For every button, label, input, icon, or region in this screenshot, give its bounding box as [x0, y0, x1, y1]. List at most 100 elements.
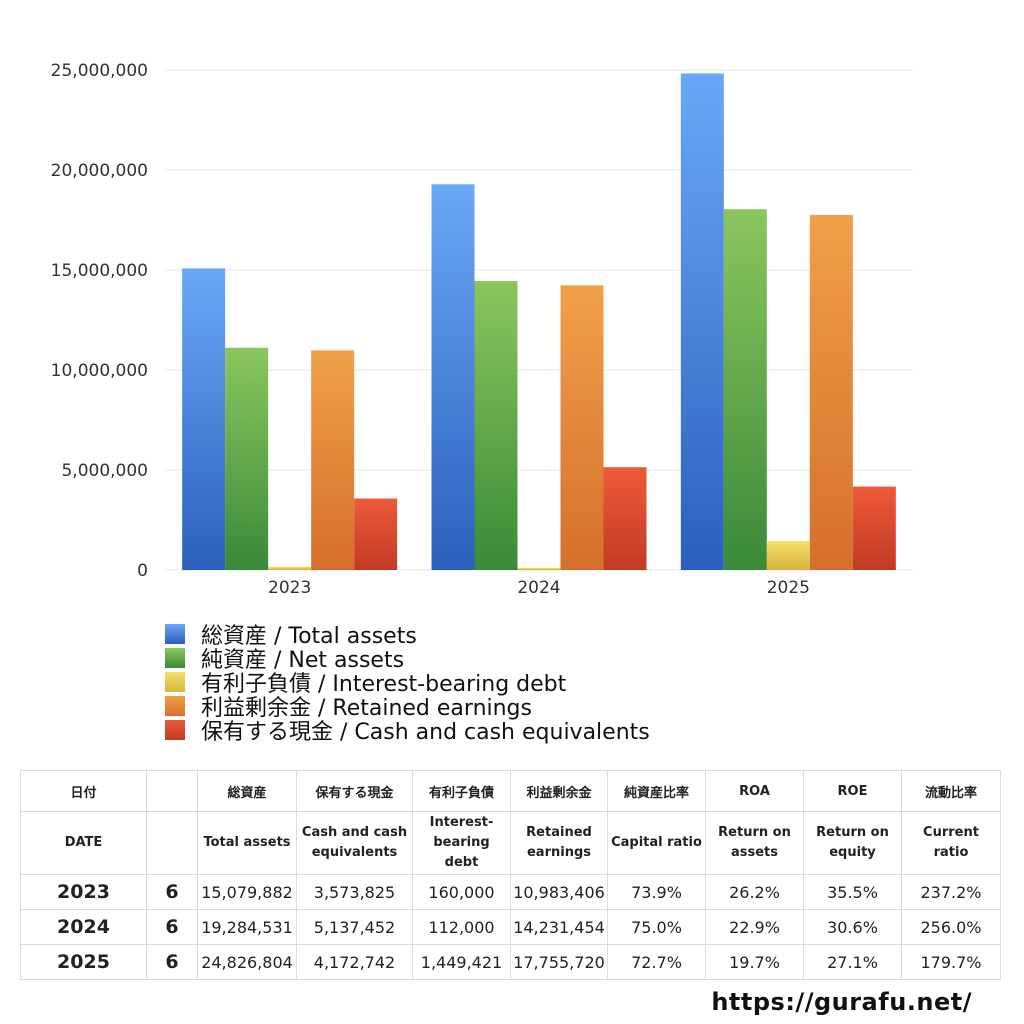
y-tick-label: 15,000,000 [51, 261, 148, 281]
legend-swatch [165, 648, 185, 668]
value-cell: 15,079,882 [197, 874, 297, 910]
bars [182, 73, 896, 570]
y-axis-ticks: 0 5,000,000 10,000,000 15,000,000 20,000,000… [51, 61, 148, 581]
legend-item: 有利子負債 / Interest-bearing debt [165, 670, 650, 697]
legend-label: 純資産 / Net assets [201, 648, 405, 673]
legend-swatch [165, 624, 185, 644]
legend-item: 利益剰余金 / Retained earnings [165, 694, 650, 721]
table-row: 2024 6 19,284,531 5,137,452 112,000 14,231,45… [20, 909, 1001, 945]
bar [354, 498, 398, 570]
bar [723, 209, 767, 570]
year-cell: 2023 [20, 874, 147, 910]
chart-legend: 総資産 / Total assets 純資産 / Net assets 有利子負債 … [165, 622, 650, 745]
value-cell: 24,826,804 [197, 944, 297, 980]
value-cell: 14,231,454 [510, 909, 608, 945]
header-cell: Total assets [197, 811, 297, 875]
value-cell: 73.9% [607, 874, 706, 910]
header-cell: 流動比率 [901, 770, 1001, 812]
bar [182, 268, 226, 570]
value-cell: 237.2% [901, 874, 1001, 910]
table-row: 2023 6 15,079,882 3,573,825 160,000 10,983,40… [20, 874, 1001, 910]
value-cell: 4,172,742 [296, 944, 413, 980]
value-cell: 112,000 [412, 909, 511, 945]
value-cell: 160,000 [412, 874, 511, 910]
value-cell: 27.1% [803, 944, 902, 980]
bar-chart: 0 5,000,000 10,000,000 15,000,000 20,000,000… [51, 61, 913, 598]
legend-label: 利益剰余金 / Retained earnings [201, 696, 532, 721]
legend-label: 保有する現金 / Cash and cash equivalents [201, 720, 650, 745]
grid-lines [165, 69, 913, 571]
value-cell: 3,573,825 [296, 874, 413, 910]
value-cell: 72.7% [607, 944, 706, 980]
header-cell: 利益剰余金 [510, 770, 608, 812]
bar [311, 350, 355, 570]
header-cell: 保有する現金 [296, 770, 413, 812]
legend-item: 総資産 / Total assets [165, 622, 650, 649]
value-cell: 30.6% [803, 909, 902, 945]
bar [766, 541, 810, 570]
value-cell: 1,449,421 [412, 944, 511, 980]
month-cell: 6 [146, 874, 198, 910]
header-cell: 総資産 [197, 770, 297, 812]
header-cell: Cash and cash equivalents [296, 811, 413, 875]
x-tick-label: 2025 [767, 578, 810, 598]
bar [560, 285, 604, 570]
bar [603, 467, 647, 570]
bar [517, 567, 561, 570]
legend-swatch [165, 720, 185, 740]
x-tick-label: 2023 [268, 578, 311, 598]
y-tick-label: 20,000,000 [51, 161, 148, 181]
legend-swatch [165, 672, 185, 692]
header-cell: DATE [20, 811, 147, 875]
header-cell: 純資産比率 [607, 770, 706, 812]
financial-table: 日付 総資産 保有する現金 有利子負債 利益剰余金 純資産比率 ROA ROE 流動比率 DATE… [20, 770, 1001, 980]
bar [474, 281, 518, 570]
header-cell: Current ratio [901, 811, 1001, 875]
site-url[interactable]: https://gurafu.net/ [711, 988, 972, 1016]
bar [852, 486, 896, 570]
month-cell: 6 [146, 944, 198, 980]
value-cell: 17,755,720 [510, 944, 608, 980]
header-cell: Retained earnings [510, 811, 608, 875]
legend-swatch [165, 696, 185, 716]
y-tick-label: 25,000,000 [51, 61, 148, 81]
header-cell: ROE [803, 770, 902, 812]
header-cell: Capital ratio [607, 811, 706, 875]
year-cell: 2025 [20, 944, 147, 980]
value-cell: 75.0% [607, 909, 706, 945]
y-tick-label: 5,000,000 [61, 461, 148, 481]
header-row-jp: 日付 総資産 保有する現金 有利子負債 利益剰余金 純資産比率 ROA ROE 流動比率 [20, 770, 1001, 812]
header-cell: 日付 [20, 770, 147, 812]
x-tick-label: 2024 [517, 578, 560, 598]
value-cell: 10,983,406 [510, 874, 608, 910]
value-cell: 19,284,531 [197, 909, 297, 945]
header-cell [146, 770, 198, 812]
header-cell [146, 811, 198, 875]
x-axis-ticks: 2023 2024 2025 [268, 578, 810, 598]
header-cell: Return on assets [705, 811, 804, 875]
header-cell: ROA [705, 770, 804, 812]
value-cell: 26.2% [705, 874, 804, 910]
legend-item: 保有する現金 / Cash and cash equivalents [165, 718, 650, 745]
bar [809, 214, 853, 570]
table-row: 2025 6 24,826,804 4,172,742 1,449,421 17,755,… [20, 944, 1001, 980]
bar [680, 73, 724, 570]
value-cell: 22.9% [705, 909, 804, 945]
header-row-en: DATE Total assets Cash and cash equivalents… [20, 811, 1001, 875]
bar [431, 184, 475, 570]
legend-label: 有利子負債 / Interest-bearing debt [201, 672, 567, 697]
year-cell: 2024 [20, 909, 147, 945]
header-cell: Interest-bearing debt [412, 811, 511, 875]
header-cell: Return on equity [803, 811, 902, 875]
value-cell: 5,137,452 [296, 909, 413, 945]
month-cell: 6 [146, 909, 198, 945]
y-tick-label: 10,000,000 [51, 361, 148, 381]
header-cell: 有利子負債 [412, 770, 511, 812]
legend-label: 総資産 / Total assets [201, 624, 417, 649]
bar [225, 347, 269, 570]
y-tick-label: 0 [137, 561, 148, 581]
value-cell: 19.7% [705, 944, 804, 980]
legend-item: 純資産 / Net assets [165, 646, 650, 673]
value-cell: 256.0% [901, 909, 1001, 945]
bar [268, 566, 312, 570]
